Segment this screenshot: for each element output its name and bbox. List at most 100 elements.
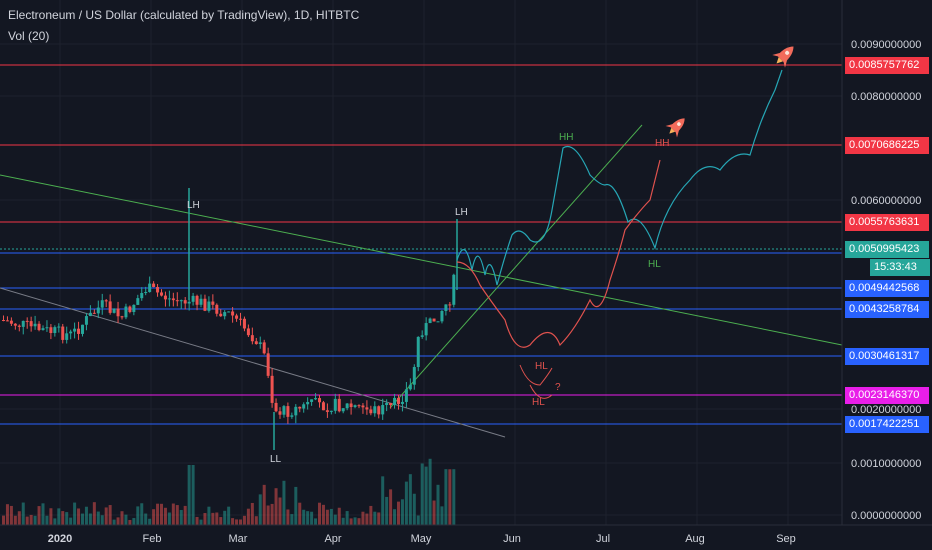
volume-bar <box>5 504 9 525</box>
volume-indicator-label[interactable]: Vol (20) <box>8 29 50 43</box>
trendline <box>0 174 843 346</box>
volume-bar <box>112 519 116 525</box>
volume-bar <box>314 518 318 525</box>
volume-bar <box>13 515 17 525</box>
volume-bar <box>179 510 183 525</box>
candle <box>416 336 420 368</box>
volume-bar <box>88 513 92 525</box>
volume-bar <box>116 517 120 525</box>
volume-bar <box>373 511 377 525</box>
candle <box>203 298 207 311</box>
volume-bar <box>353 517 357 525</box>
candle <box>306 401 310 405</box>
volume-bar <box>45 515 49 525</box>
candle <box>329 410 333 412</box>
volume-bar <box>96 511 100 525</box>
volume-bar <box>81 513 84 525</box>
volume-bar <box>231 518 235 525</box>
volume-bar <box>400 499 404 525</box>
volume-bar <box>444 469 448 525</box>
candle <box>373 406 377 414</box>
price-level-tag: 0.0017422251 <box>845 416 929 433</box>
volume-bar <box>306 511 310 525</box>
candle <box>9 320 13 324</box>
candle <box>270 375 274 403</box>
candle <box>132 304 136 312</box>
candle <box>37 323 41 331</box>
candle <box>112 308 116 313</box>
volume-bar <box>266 505 270 525</box>
annotation-label: LH <box>187 200 200 211</box>
candle <box>341 408 345 412</box>
candle <box>258 342 262 345</box>
volume-bar <box>254 516 258 525</box>
candle <box>199 298 203 305</box>
volume-bar <box>420 463 424 525</box>
candle <box>49 327 53 334</box>
candle <box>314 398 318 400</box>
volume-bar <box>424 466 428 525</box>
candle <box>282 406 286 415</box>
candle <box>235 315 239 319</box>
volume-bar <box>227 506 231 525</box>
candle <box>254 341 258 345</box>
countdown-tag: 15:33:43 <box>870 259 930 276</box>
volume-bar <box>108 505 112 525</box>
projection-red <box>456 159 661 348</box>
volume-bar <box>404 481 408 525</box>
candle <box>397 397 400 404</box>
volume-bar <box>92 502 96 525</box>
volume-bar <box>53 518 57 525</box>
projection-teal <box>456 69 783 286</box>
annotation-label: HH <box>559 132 573 143</box>
candle <box>310 399 314 402</box>
volume-bar <box>49 508 53 525</box>
candle <box>381 405 385 415</box>
candle <box>219 313 223 317</box>
volume-bar <box>428 458 432 525</box>
candle <box>357 405 361 407</box>
y-tick-label: 0.0020000000 <box>851 404 921 416</box>
volume-bar <box>61 511 65 525</box>
candle <box>53 327 57 334</box>
candle <box>57 326 61 328</box>
candle <box>81 324 84 334</box>
volume-bar <box>77 508 81 525</box>
volume-bar <box>318 502 321 525</box>
candle <box>163 295 167 300</box>
x-tick-label: Feb <box>143 533 162 545</box>
candle <box>389 402 393 406</box>
candle <box>321 402 325 411</box>
volume-bar <box>385 496 389 525</box>
volume-bar <box>290 514 294 525</box>
volume-bar <box>144 513 148 525</box>
candle <box>73 328 77 332</box>
candle <box>77 328 81 334</box>
candle <box>45 327 49 329</box>
volume-bar <box>9 505 13 525</box>
volume-bar <box>282 480 286 525</box>
price-level-tag: 0.0055763631 <box>845 214 929 231</box>
candle <box>152 283 156 288</box>
candle <box>21 320 25 327</box>
volume-bar <box>310 511 314 525</box>
candle <box>33 323 37 327</box>
volume-bar <box>187 465 191 525</box>
price-level-tag: 0.0030461317 <box>845 348 929 365</box>
candle <box>452 274 456 305</box>
candle <box>160 292 163 296</box>
candle <box>408 384 412 390</box>
candle <box>124 306 128 318</box>
volume-bar <box>2 515 5 525</box>
volume-bar <box>298 502 302 525</box>
candle <box>242 318 246 329</box>
volume-bar <box>325 509 329 525</box>
volume-bar <box>369 505 373 525</box>
volume-bar <box>337 507 341 525</box>
volume-bar <box>199 519 203 525</box>
volume-bar <box>33 515 37 525</box>
y-tick-label: 0.0090000000 <box>851 39 921 51</box>
volume-bar <box>175 505 179 525</box>
